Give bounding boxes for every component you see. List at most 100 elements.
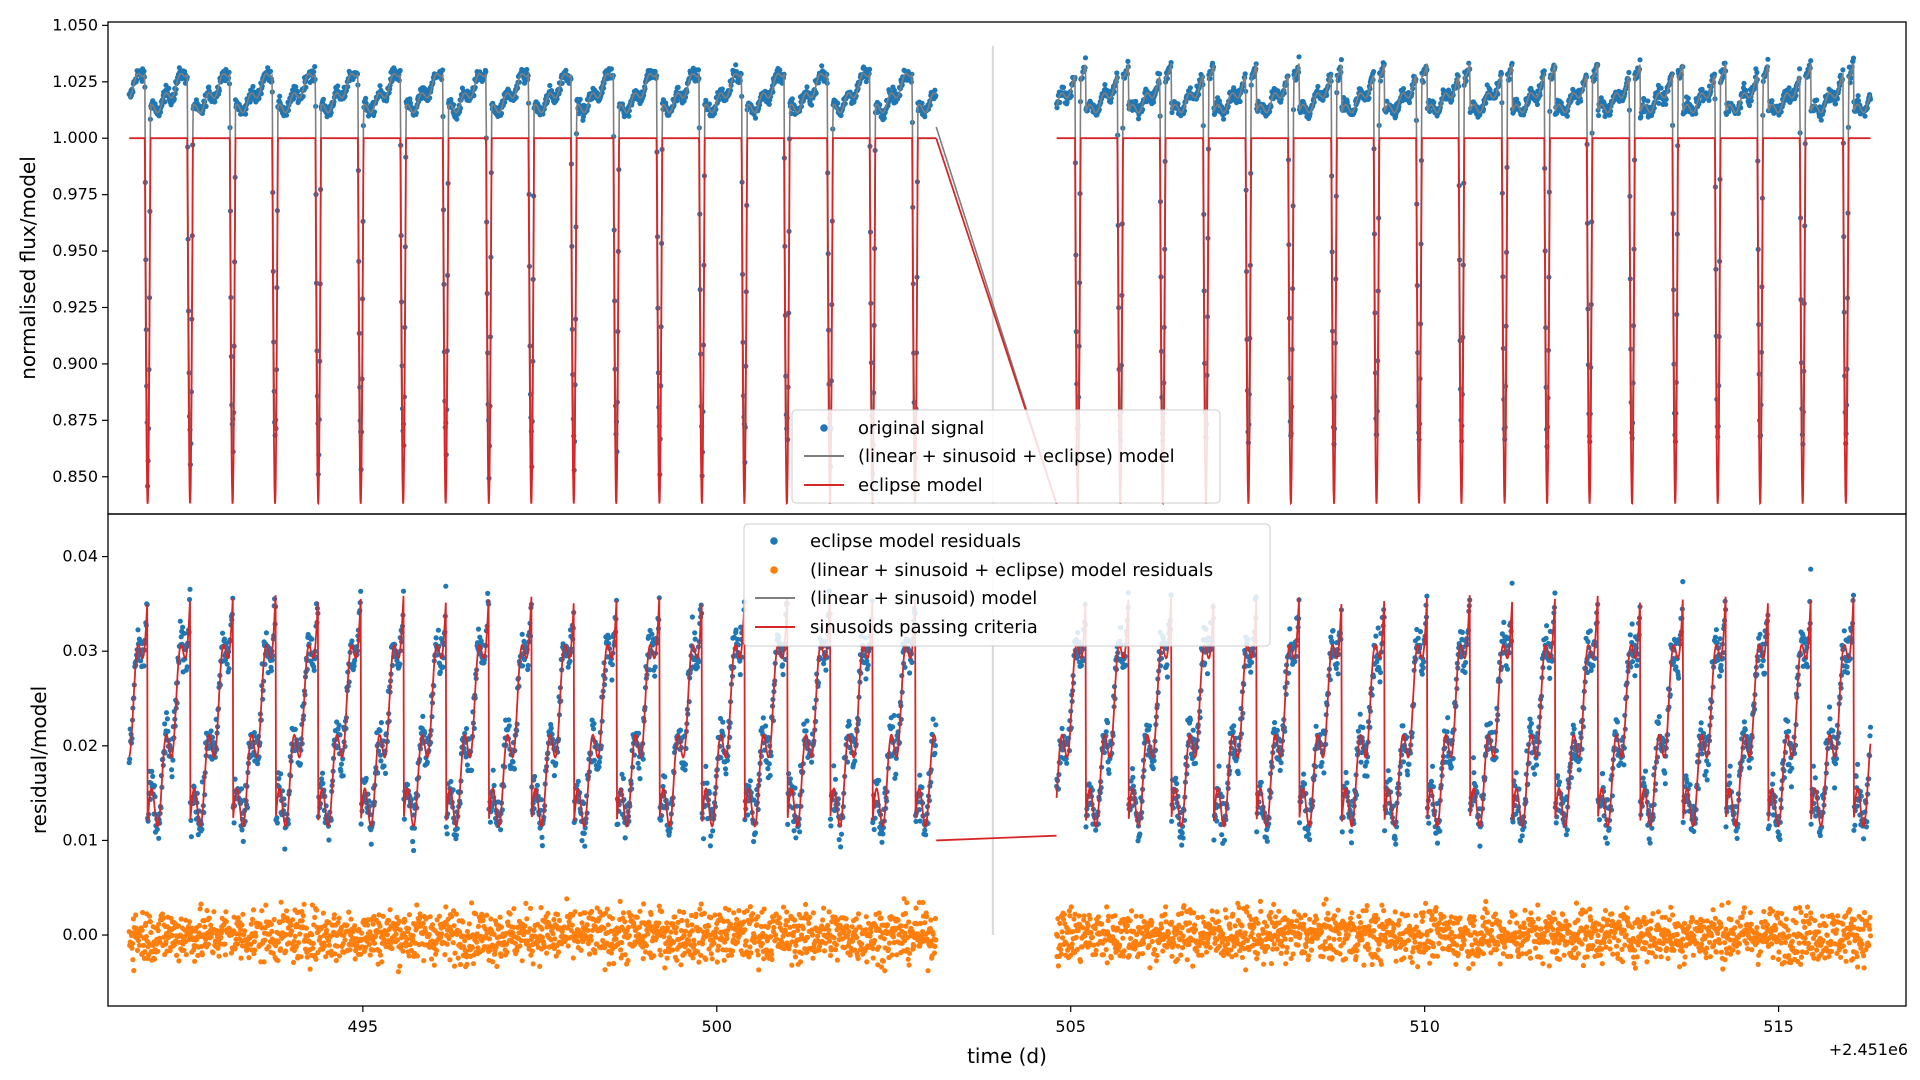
full-residual-point — [736, 908, 742, 914]
full-residual-point — [251, 939, 257, 945]
full-residual-point — [498, 924, 505, 930]
full-residual-point — [784, 909, 790, 915]
original-signal-point — [766, 101, 772, 107]
full-residual-point — [539, 926, 545, 932]
full-residual-point — [300, 913, 306, 919]
full-residual-point — [384, 932, 390, 938]
full-residual-point — [223, 909, 229, 915]
full-residual-point — [453, 911, 459, 917]
full-residual-point — [602, 967, 608, 973]
full-residual-point — [589, 908, 595, 915]
full-residual-point — [289, 928, 295, 934]
original-signal-point — [212, 99, 218, 105]
full-residual-point — [527, 905, 534, 912]
full-residual-point — [129, 945, 135, 951]
full-residual-point — [421, 958, 427, 964]
full-residual-point — [198, 901, 204, 907]
full-residual-point — [443, 904, 449, 910]
full-residual-point — [197, 906, 203, 912]
full-residual-point — [352, 956, 358, 962]
full-residual-point — [782, 927, 789, 933]
full-residual-point — [130, 957, 136, 963]
full-residual-point — [460, 919, 466, 925]
full-residual-point — [551, 916, 557, 923]
original-signal-point — [247, 99, 253, 105]
original-signal-point — [922, 114, 928, 120]
full-residual-point — [129, 940, 136, 947]
original-signal-point — [674, 98, 680, 104]
original-signal-point — [483, 69, 489, 75]
full-residual-point — [674, 957, 680, 963]
original-signal-point — [1371, 69, 1377, 75]
original-signal-point — [206, 88, 212, 94]
original-signal-point — [777, 67, 783, 73]
full-residual-point — [406, 912, 412, 918]
full-residual-point — [342, 937, 348, 943]
full-residual-point — [678, 962, 684, 968]
full-residual-point — [346, 909, 352, 915]
original-signal-point — [1125, 58, 1131, 64]
full-residual-point — [336, 953, 343, 959]
original-signal-point — [881, 115, 887, 121]
original-signal-point — [1596, 112, 1602, 119]
full-residual-point — [414, 953, 420, 959]
full-residual-point — [504, 949, 510, 955]
full-residual-point — [648, 911, 654, 918]
full-residual-point — [657, 947, 663, 953]
full-residual-point — [275, 939, 281, 945]
full-residual-point — [780, 904, 787, 910]
full-residual-point — [262, 937, 268, 943]
full-residual-point — [359, 930, 365, 936]
original-signal-point — [1406, 100, 1413, 106]
original-signal-point — [1658, 85, 1664, 91]
full-residual-point — [146, 913, 153, 919]
full-residual-point — [160, 915, 166, 921]
full-residual-point — [682, 928, 689, 934]
top-y-tick-label: 1.050 — [52, 15, 98, 34]
full-residual-point — [729, 948, 736, 954]
full-residual-point — [519, 958, 525, 964]
full-residual-point — [620, 910, 627, 916]
full-residual-point — [538, 905, 544, 911]
full-residual-point — [204, 907, 210, 914]
full-residual-point — [617, 898, 623, 905]
full-residual-point — [139, 927, 145, 933]
full-residual-point — [420, 920, 426, 926]
full-residual-point — [223, 919, 229, 925]
full-residual-point — [512, 940, 518, 946]
original-signal-point — [652, 68, 658, 75]
top-y-tick-label: 0.925 — [52, 297, 98, 316]
original-signal-point — [377, 83, 383, 89]
full-residual-point — [284, 908, 290, 914]
full-residual-point — [366, 941, 372, 948]
full-residual-point — [587, 951, 593, 957]
original-signal-point — [206, 84, 212, 90]
full-residual-point — [322, 943, 328, 949]
full-residual-point — [174, 952, 180, 959]
full-residual-point — [457, 961, 464, 968]
top-y-tick-label: 0.875 — [52, 410, 98, 429]
full-residual-point — [222, 952, 228, 958]
original-signal-point — [1645, 98, 1651, 104]
full-residual-point — [552, 936, 558, 942]
original-signal-point — [1060, 84, 1067, 90]
top-y-tick-label: 0.975 — [52, 185, 98, 204]
full-residual-point — [202, 924, 208, 930]
full-residual-point — [334, 943, 340, 949]
full-residual-point — [691, 937, 697, 943]
full-residual-point — [731, 910, 737, 916]
full-residual-point — [439, 931, 445, 937]
full-residual-point — [628, 912, 634, 919]
original-signal-point — [312, 64, 318, 70]
full-residual-point — [347, 947, 353, 953]
full-residual-point — [290, 917, 296, 923]
full-residual-point — [186, 919, 193, 925]
full-residual-point — [428, 956, 435, 962]
full-residual-point — [352, 923, 358, 929]
full-residual-point — [395, 969, 401, 975]
full-residual-point — [380, 913, 386, 919]
full-residual-point — [523, 900, 529, 907]
full-residual-point — [181, 947, 187, 953]
full-residual-point — [259, 908, 265, 914]
full-residual-point — [606, 961, 612, 967]
